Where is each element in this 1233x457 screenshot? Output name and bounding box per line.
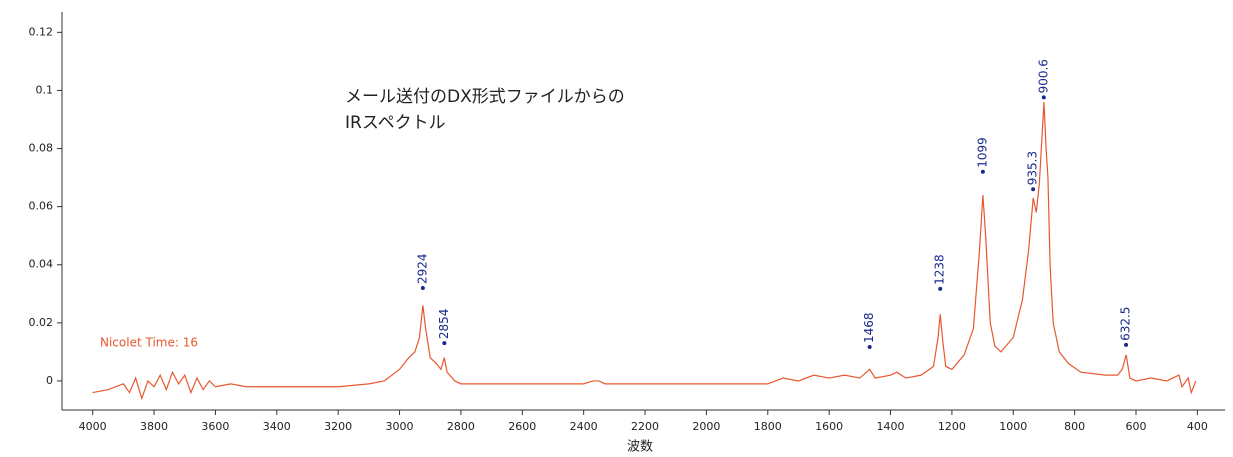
y-tick-label: 0 [46,374,53,387]
x-tick-label: 400 [1187,420,1208,433]
peak-marker [420,285,425,290]
x-tick-label: 1200 [938,420,966,433]
x-tick-label: 2400 [570,420,598,433]
peak-label: 1238 [933,254,947,285]
x-tick-label: 2800 [447,420,475,433]
peak-marker [1041,95,1046,100]
annotation: IRスペクトル [345,113,446,133]
peak-label: 632.5 [1119,307,1133,341]
x-tick-label: 2000 [692,420,720,433]
x-tick-label: 3600 [201,420,229,433]
y-tick-label: 0.12 [29,25,54,38]
peak-marker [867,344,872,349]
y-tick-label: 0.04 [29,258,54,271]
x-tick-label: 3000 [386,420,414,433]
x-tick-label: 3200 [324,420,352,433]
x-tick-label: 4000 [79,420,107,433]
peak-label: 2924 [415,253,429,284]
y-tick-label: 0.1 [36,83,54,96]
x-tick-label: 3400 [263,420,291,433]
y-tick-label: 0.02 [29,316,54,329]
peak-label: 1099 [975,137,989,168]
x-tick-label: 800 [1064,420,1085,433]
peak-label: 900.6 [1036,59,1050,93]
y-tick-label: 0.08 [29,142,54,155]
spectrum-line [92,102,1197,401]
x-tick-label: 1800 [754,420,782,433]
x-tick-label: 3800 [140,420,168,433]
x-axis-label: 波数 [627,440,653,455]
x-tick-label: 2200 [631,420,659,433]
peak-marker [1124,342,1129,347]
note: Nicolet Time: 16 [100,336,198,350]
peak-marker [1031,187,1036,192]
x-tick-label: 2600 [508,420,536,433]
annotation: メール送付のDX形式ファイルからの [345,87,625,107]
x-tick-label: 600 [1126,420,1147,433]
peak-label: 1468 [862,312,876,343]
y-tick-label: 0.06 [29,200,54,213]
peak-label: 2854 [437,309,451,340]
peak-marker [980,169,985,174]
x-tick-label: 1000 [999,420,1027,433]
x-tick-label: 1400 [877,420,905,433]
peak-label: 935.3 [1026,151,1040,185]
peak-marker [938,286,943,291]
peak-marker [442,341,447,346]
x-tick-label: 1600 [815,420,843,433]
